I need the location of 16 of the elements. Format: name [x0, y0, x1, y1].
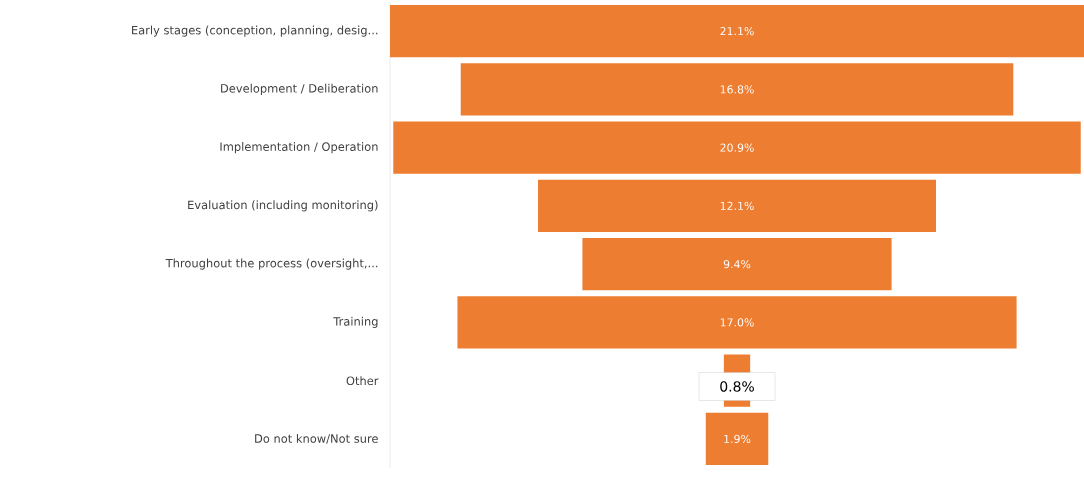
data-label: 16.8% — [720, 85, 754, 94]
data-label: 0.8% — [720, 381, 754, 392]
category-label: Other — [346, 376, 379, 386]
category-label: Throughout the process (oversight,... — [165, 258, 378, 270]
category-label: Do not know/Not sure — [255, 434, 378, 444]
data-label: 17.0% — [720, 318, 754, 327]
category-label: Evaluation (including monitoring) — [188, 200, 378, 212]
data-label: 21.1% — [720, 27, 754, 36]
data-label: 1.9% — [724, 434, 751, 444]
category-label: Training — [333, 316, 378, 328]
category-label: Early stages (conception, planning, desig... — [132, 25, 378, 37]
data-label: 20.9% — [720, 143, 754, 152]
data-label: 12.1% — [720, 201, 754, 211]
data-label: 9.4% — [723, 260, 751, 269]
category-label: Implementation / Operation — [220, 142, 378, 154]
category-label: Development / Deliberation — [221, 83, 378, 95]
